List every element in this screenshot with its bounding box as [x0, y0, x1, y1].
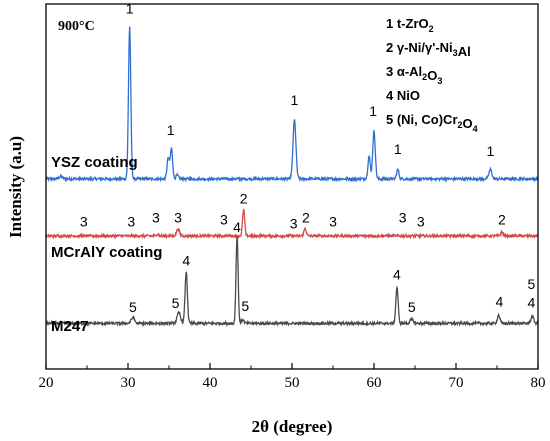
temperature-label: 900°C [58, 19, 95, 34]
peak-label-1-10: 3 [417, 213, 425, 229]
peak-label-2-2: 4 [182, 253, 190, 269]
peak-label-1-0: 3 [80, 213, 88, 229]
peak-label-0-1: 1 [167, 122, 175, 138]
peak-label-2-5: 4 [393, 267, 401, 283]
x-tick-label-4: 60 [367, 375, 382, 391]
series-name-2: M247 [51, 318, 89, 335]
y-axis-title: Intensity (a.u) [6, 136, 25, 238]
x-tick-label-1: 30 [121, 375, 136, 391]
peak-label-2-4: 5 [241, 298, 249, 314]
peak-label-0-2: 1 [291, 92, 299, 108]
peak-label-0-0: 1 [126, 1, 134, 17]
series-line-2 [45, 235, 539, 328]
x-tick-label-2: 40 [203, 375, 218, 391]
legend-entry-3: 3 α-Al2O3 [386, 64, 442, 86]
x-tick-label-6: 80 [531, 375, 546, 391]
peak-label-1-5: 2 [240, 191, 248, 207]
peak-label-0-5: 1 [487, 143, 495, 159]
x-tick-label-3: 50 [285, 375, 300, 391]
peak-label-2-3: 4 [233, 219, 241, 235]
series-name-0: YSZ coating [51, 154, 138, 171]
legend-entry-5: 5 (Ni, Co)Cr2O4 [386, 112, 478, 134]
legend: 1 t-ZrO2 2 γ-Ni/γ'-Ni3Al 3 α-Al2O3 4 NiO 5 (… [386, 16, 478, 134]
peak-label-2-8: 5 [528, 276, 536, 292]
peak-label-1-9: 3 [399, 210, 407, 226]
peak-label-1-7: 2 [302, 210, 310, 226]
legend-entry-1: 1 t-ZrO2 [386, 16, 434, 34]
peak-label-2-6: 5 [408, 299, 416, 315]
peak-label-2-9: 4 [528, 294, 536, 310]
peak-label-1-11: 2 [498, 212, 506, 228]
curves-layer [45, 26, 539, 328]
peak-label-1-2: 3 [152, 210, 160, 226]
peak-label-0-4: 1 [394, 141, 402, 157]
peak-label-1-8: 3 [329, 213, 337, 229]
peak-label-1-4: 3 [220, 212, 228, 228]
peak-label-0-3: 1 [369, 103, 377, 119]
x-tick-label-5: 70 [449, 375, 464, 391]
peak-label-2-0: 5 [129, 299, 137, 315]
series-line-0 [45, 26, 539, 183]
x-axis-ticks: 20 30 40 50 60 70 80 [39, 363, 546, 391]
x-tick-label-0: 20 [39, 375, 54, 391]
peak-label-1-6: 3 [290, 215, 298, 231]
series-name-1: MCrAlY coating [51, 244, 162, 261]
peak-label-2-1: 5 [172, 295, 180, 311]
peak-label-1-3: 3 [174, 210, 182, 226]
legend-entry-2: 2 γ-Ni/γ'-Ni3Al [386, 40, 471, 59]
x-axis-title: 2θ (degree) [252, 417, 333, 436]
peak-label-2-7: 4 [496, 293, 504, 309]
series-labels: YSZ coating MCrAlY coating M247 [51, 154, 162, 335]
legend-entry-4: 4 NiO [386, 88, 420, 103]
peak-label-1-1: 3 [127, 213, 135, 229]
series-line-1 [45, 208, 539, 240]
